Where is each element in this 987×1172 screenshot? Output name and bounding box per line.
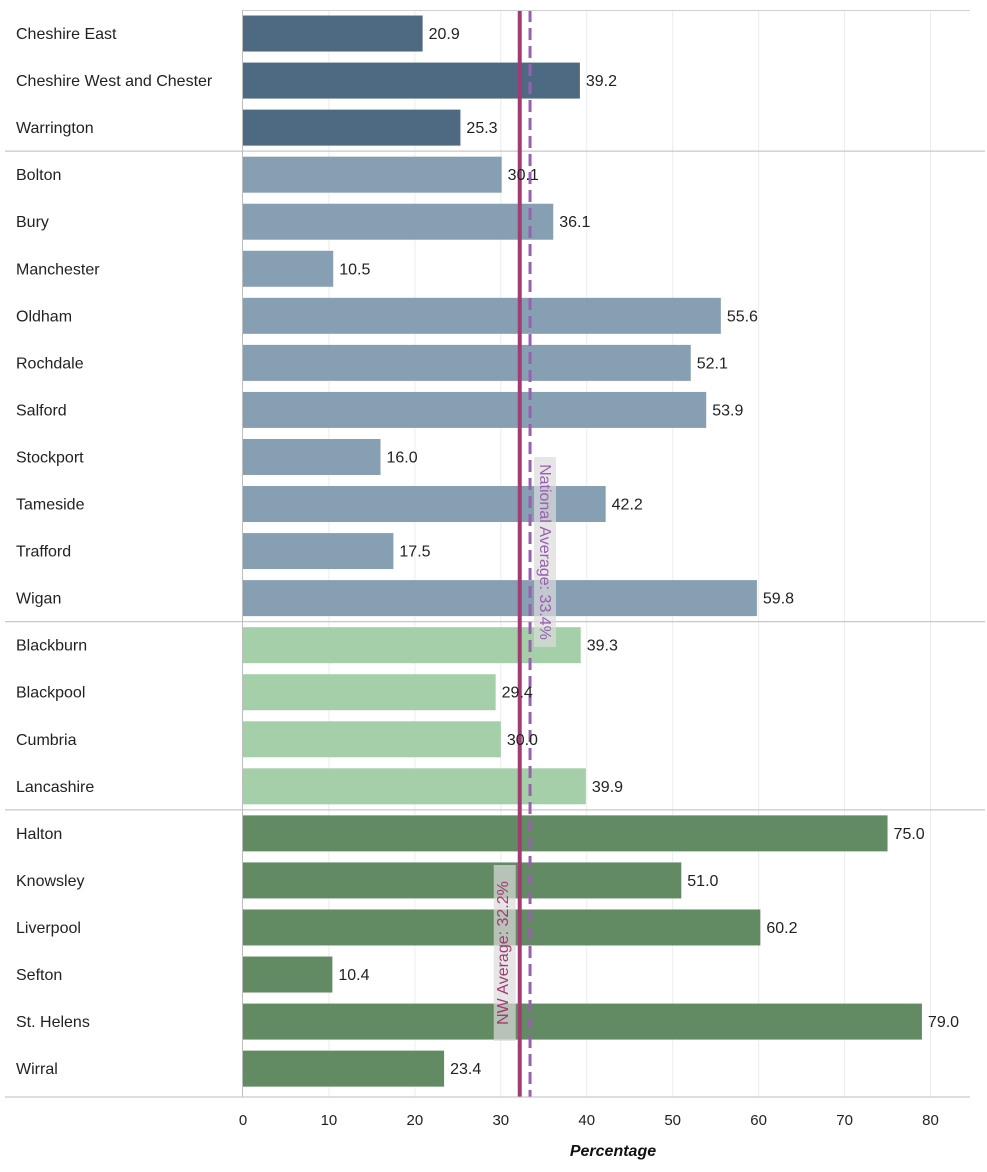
x-axis-title: Percentage [570,1143,656,1160]
value-labels: 20.9 39.2 25.3 30.1 36.1 10.5 55.6 52.1 53.9 16.0… [338,26,959,1078]
group-separators [5,150,985,811]
national-average-label: National Average: 33.4% [536,464,553,640]
reference-lines: National Average: 33.4% NW Average: 32.2% [493,10,557,1097]
category-label: Stockport [16,449,84,466]
nw-average-label-bg [493,865,516,1041]
bar [243,109,461,146]
value-label: 17.5 [399,544,430,561]
value-label: 10.4 [338,967,369,984]
x-tick-label: 60 [750,1112,767,1129]
bar [243,956,333,993]
value-label: 51.0 [687,873,718,890]
x-tick-label: 10 [321,1112,338,1129]
category-label: Tameside [16,497,85,514]
category-label: Liverpool [16,920,81,937]
category-labels: Cheshire East Cheshire West and Chester Wa… [16,26,213,1078]
x-tick-label: 20 [407,1112,424,1129]
bar [243,815,888,852]
bar [243,580,757,617]
category-label: Wigan [16,591,61,608]
bar [243,1050,445,1087]
category-label: Salford [16,402,67,419]
x-tick-label: 50 [664,1112,681,1129]
category-label: Lancashire [16,779,94,796]
value-label: 36.1 [559,214,590,231]
category-label: Halton [16,826,62,843]
bar-layer [243,15,922,1087]
bar [243,768,586,805]
bar [243,156,502,193]
bar [243,297,721,334]
bar [243,344,691,381]
x-tick-label: 40 [578,1112,595,1129]
x-tick-label: 80 [922,1112,939,1129]
bar [243,15,423,52]
value-label: 53.9 [712,402,743,419]
value-label: 20.9 [429,26,460,43]
value-label: 39.2 [586,73,617,90]
x-tick-label: 70 [836,1112,853,1129]
x-axis: 0 10 20 30 40 50 60 70 80 [5,10,970,1129]
category-label: Knowsley [16,873,84,890]
value-label: 52.1 [697,355,728,372]
bar [243,533,394,570]
x-tick-label: 30 [492,1112,509,1129]
category-label: Blackburn [16,638,87,655]
bar [243,674,496,711]
value-label: 10.5 [339,261,370,278]
category-label: Wirral [16,1061,58,1078]
category-label: Cheshire West and Chester [16,73,213,90]
value-label: 60.2 [766,920,797,937]
x-tick-label: 0 [239,1112,247,1129]
bar [243,862,682,899]
value-label: 39.3 [587,638,618,655]
bar [243,438,381,475]
national-average-label-bg [534,457,557,647]
category-label: Sefton [16,967,62,984]
category-label: Cheshire East [16,26,117,43]
bar [243,627,581,664]
category-label: Cumbria [16,732,77,749]
bar [243,721,501,758]
value-label: 79.0 [928,1014,959,1031]
value-label: 30.1 [508,167,539,184]
value-label: 30.0 [507,732,538,749]
category-label: Trafford [16,544,71,561]
value-label: 16.0 [387,449,418,466]
bar [243,1003,922,1040]
value-label: 29.4 [502,685,533,702]
bar [243,203,554,240]
bar [243,62,580,99]
category-label: Oldham [16,308,72,325]
value-label: 75.0 [894,826,925,843]
value-label: 55.6 [727,308,758,325]
value-label: 25.3 [466,120,497,137]
nw-average-label: NW Average: 32.2% [495,881,512,1025]
value-label: 39.9 [592,779,623,796]
category-label: Bolton [16,167,61,184]
category-label: Warrington [16,120,94,137]
bar [243,250,334,287]
value-label: 42.2 [612,497,643,514]
category-label: St. Helens [16,1014,90,1031]
bar [243,391,707,428]
category-label: Blackpool [16,685,85,702]
category-label: Manchester [16,261,100,278]
value-label: 23.4 [450,1061,481,1078]
category-label: Rochdale [16,355,84,372]
category-label: Bury [16,214,49,231]
value-label: 59.8 [763,591,794,608]
